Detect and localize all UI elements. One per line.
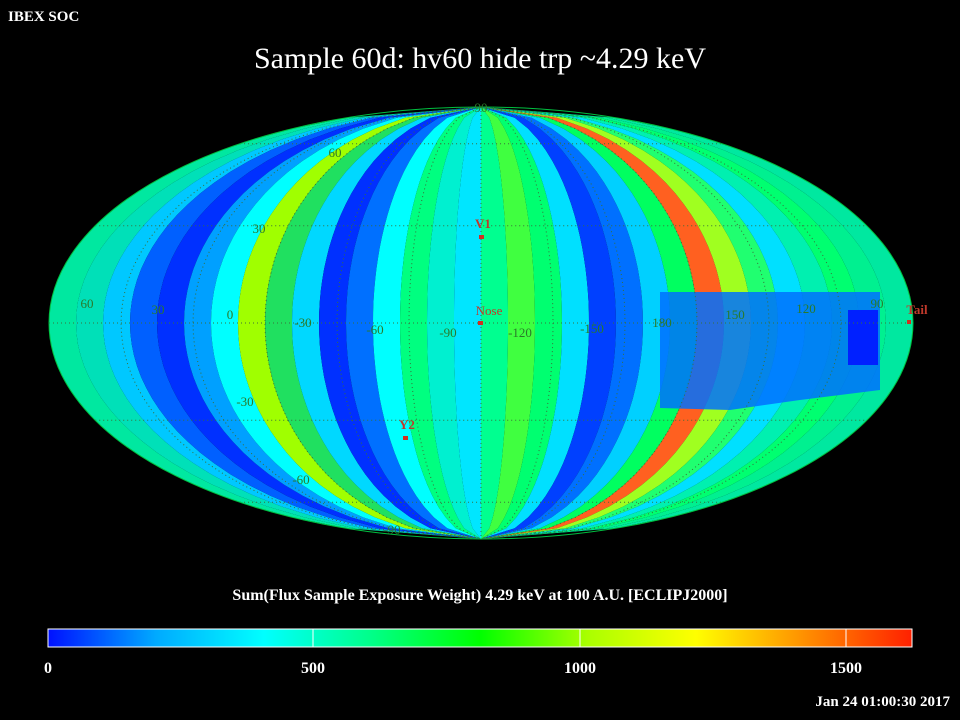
graticule-meridian — [480, 107, 770, 539]
colorbar-label-0: 0 — [44, 660, 52, 677]
marker-v1-label: V1 — [475, 216, 491, 231]
colorbar-label-1000: 1000 — [564, 660, 596, 677]
marker-y2-label: Y2 — [399, 417, 415, 432]
marker-nose-label: Nose — [476, 303, 503, 318]
colorbar — [47, 628, 913, 648]
lat-label-60: 60 — [329, 145, 342, 160]
flux-stripe — [292, 107, 481, 539]
lon-label-neg60: -60 — [366, 322, 383, 337]
lon-label-neg150: -150 — [580, 321, 604, 336]
flux-stripe — [481, 107, 535, 539]
lon-label-neg30: -30 — [294, 315, 311, 330]
flux-stripe — [481, 107, 670, 539]
flux-stripe — [373, 107, 481, 539]
flux-map-pixels — [49, 107, 913, 539]
lon-label-neg120: -120 — [508, 325, 532, 340]
colorbar-label-500: 500 — [301, 660, 325, 677]
lat-label-neg90: -90 — [383, 522, 400, 537]
map-border — [48, 106, 914, 540]
lat-label-90: 90 — [475, 100, 488, 115]
marker-v1: V1 — [475, 216, 491, 239]
map-title: Sample 60d: hv60 hide trp ~4.29 keV — [253, 42, 706, 75]
flux-stripe — [481, 107, 508, 539]
graticule-grid — [49, 107, 913, 539]
lon-label-60: 60 — [81, 296, 94, 311]
marker-tail: Tail — [906, 302, 928, 324]
flux-region-tail-core — [848, 310, 878, 365]
flux-stripe — [346, 107, 481, 539]
lon-label-150: 150 — [725, 307, 745, 322]
marker-nose: Nose — [476, 303, 503, 325]
lon-label-120: 120 — [796, 301, 816, 316]
flux-stripe — [481, 107, 616, 539]
lon-label-180: 180 — [652, 315, 672, 330]
flux-stripe — [481, 107, 643, 539]
colorbar-title: Sum(Flux Sample Exposure Weight) 4.29 ke… — [232, 587, 728, 604]
flux-stripe — [319, 107, 481, 539]
flux-region-tail — [660, 292, 880, 410]
lon-label-30: 30 — [152, 302, 165, 317]
graticule-meridian — [264, 107, 482, 539]
flux-stripe — [400, 107, 481, 539]
colorbar-label-1500: 1500 — [830, 660, 862, 677]
lon-label-90: 90 — [871, 296, 884, 311]
graticule-meridian — [192, 107, 482, 539]
graticule-meridian — [480, 107, 698, 539]
flux-stripe — [481, 107, 589, 539]
marker-tail-label: Tail — [906, 302, 928, 317]
lat-label-neg30: -30 — [236, 394, 253, 409]
lat-label-30: 30 — [253, 221, 266, 236]
flux-stripe — [454, 107, 481, 539]
marker-y2: Y2 — [399, 417, 415, 440]
lat-label-neg60: -60 — [292, 472, 309, 487]
flux-stripe — [481, 107, 562, 539]
lon-label-neg90: -90 — [439, 325, 456, 340]
app-label: IBEX SOC — [8, 9, 80, 25]
lon-label-0: 0 — [227, 307, 234, 322]
timestamp: Jan 24 01:00:30 2017 — [815, 694, 950, 710]
